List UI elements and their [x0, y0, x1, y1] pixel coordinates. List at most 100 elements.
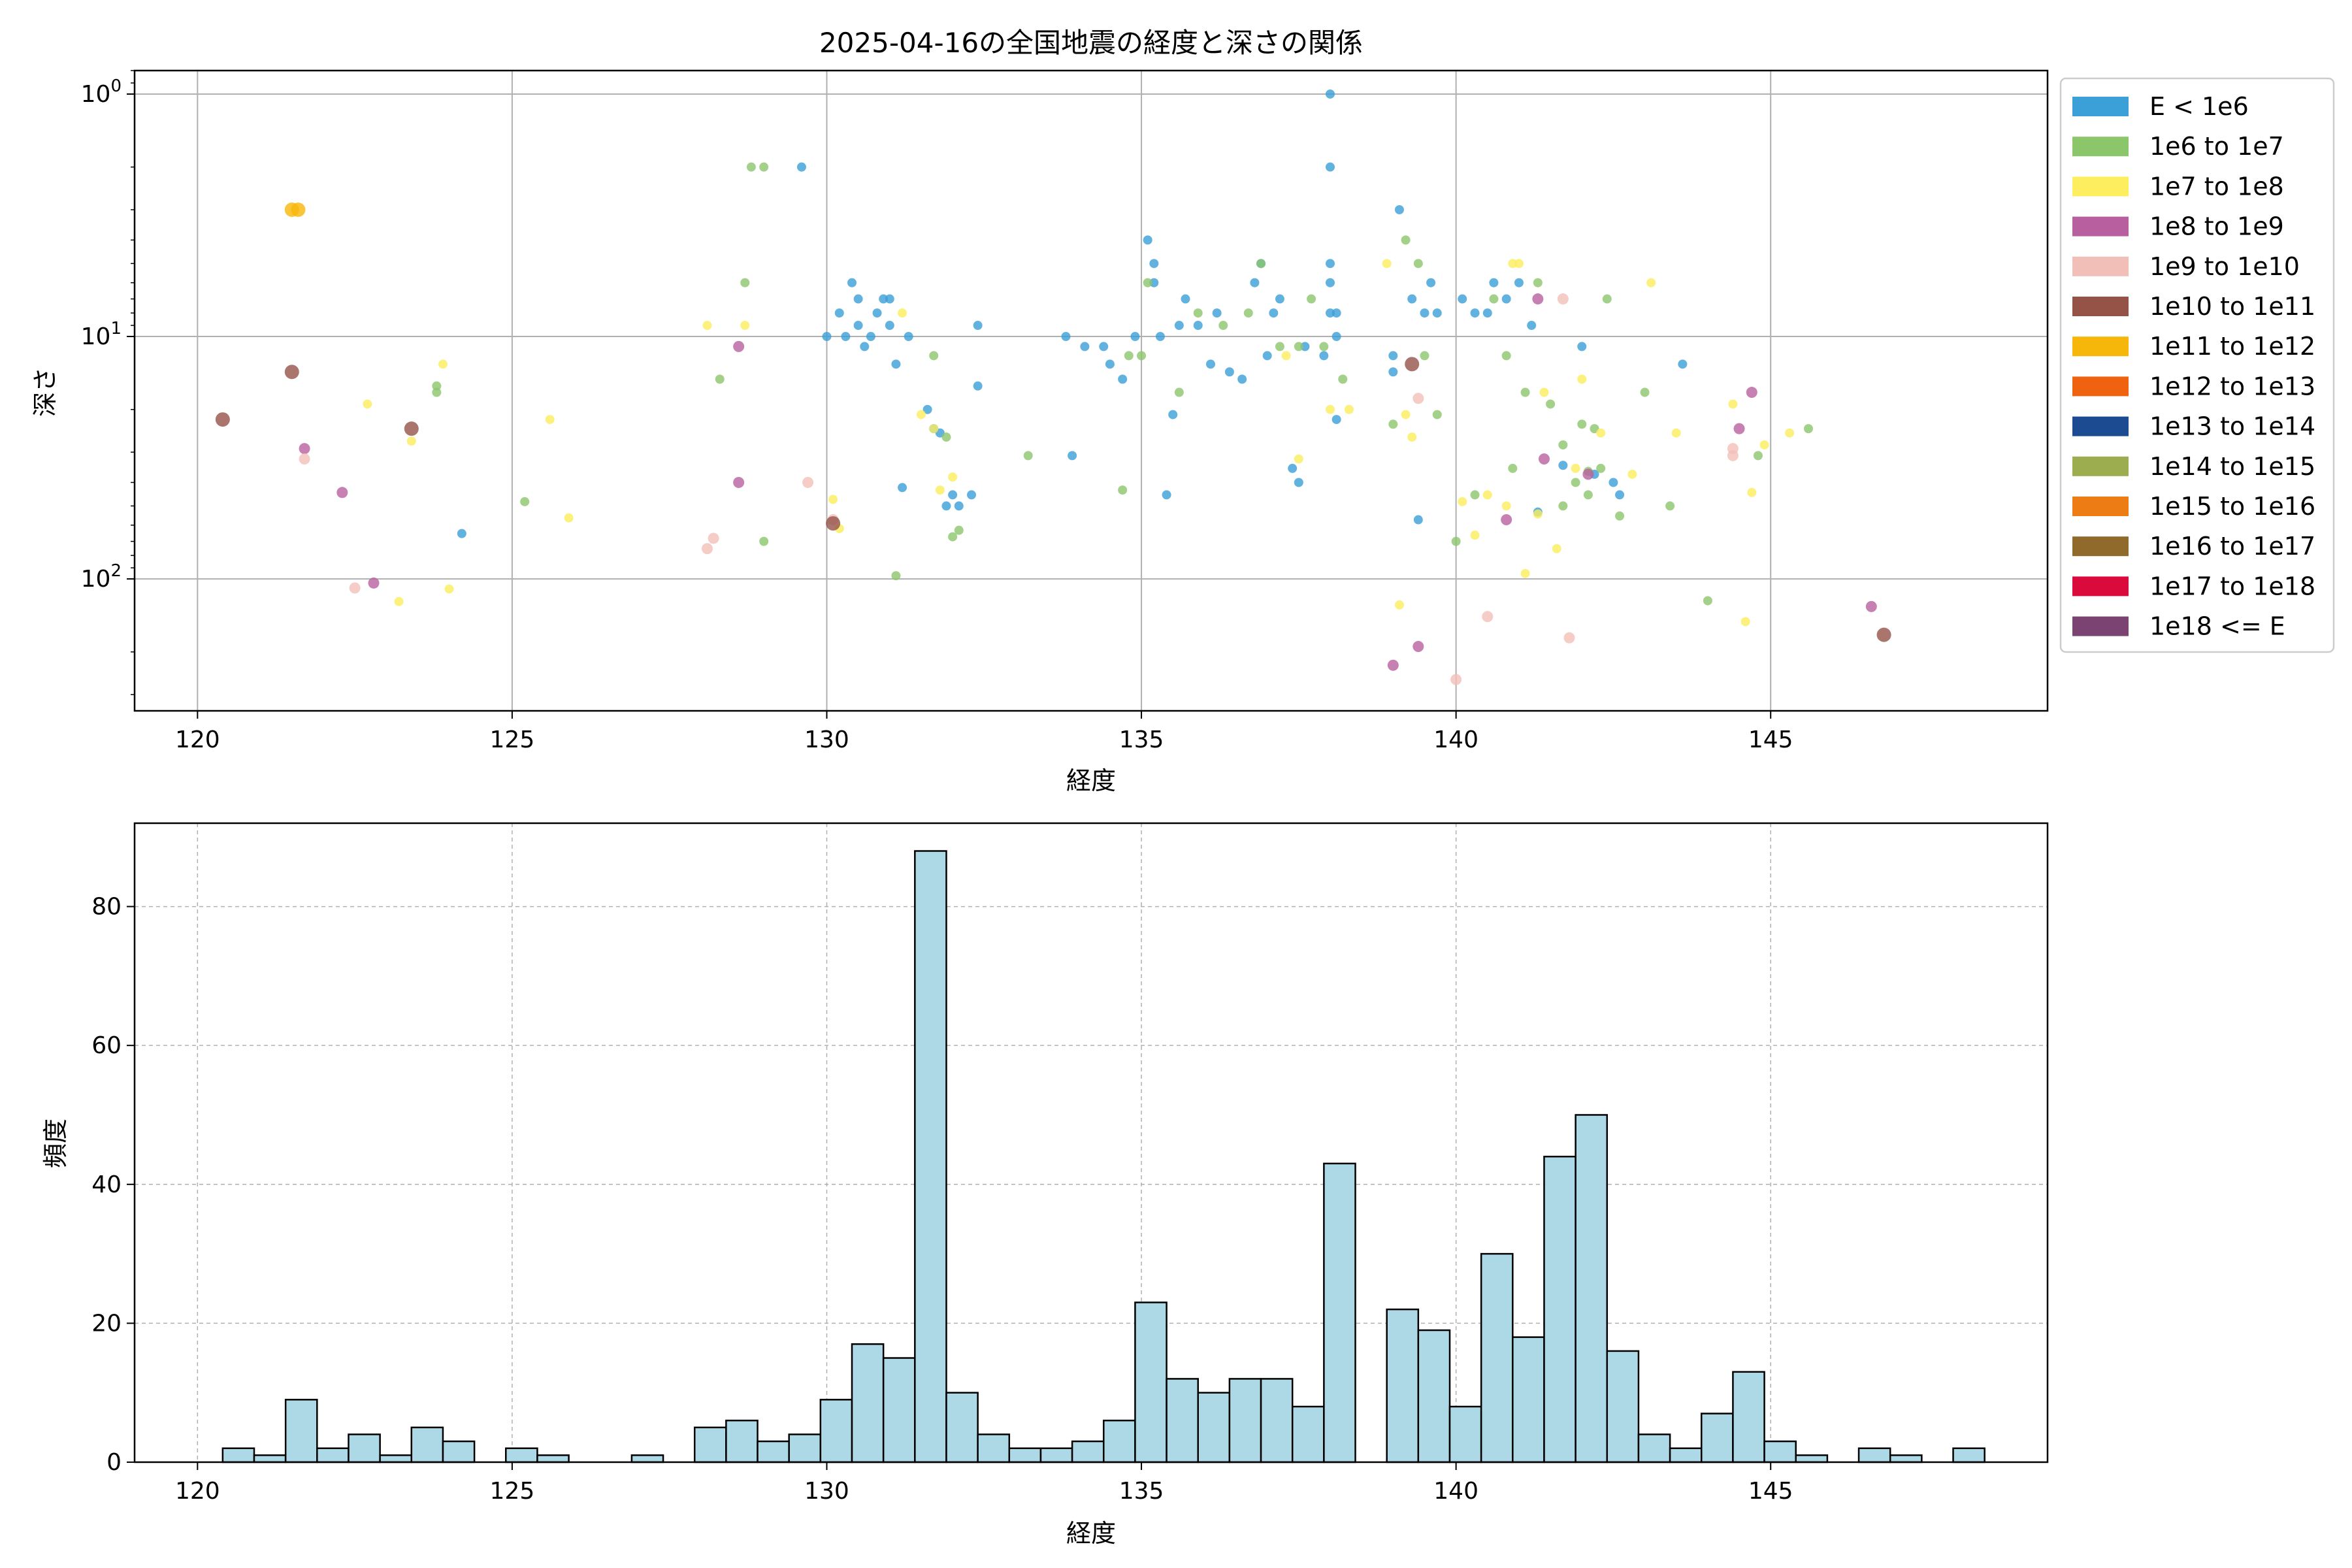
histogram-bar: [882, 1357, 916, 1463]
scatter-point: [1865, 600, 1877, 612]
scatter-point: [1326, 404, 1335, 414]
scatter-point: [1294, 342, 1303, 351]
scatter-point: [1193, 308, 1203, 318]
scatter-point: [1470, 531, 1480, 540]
scatter-point: [802, 476, 814, 488]
scatter-point: [1582, 468, 1594, 480]
histogram-bar: [788, 1433, 822, 1463]
scatter-point: [1212, 308, 1222, 318]
scatter-grid: [135, 71, 2048, 711]
scatter-point: [740, 321, 750, 331]
scatter-point: [1552, 544, 1561, 553]
scatter-point: [1168, 410, 1178, 419]
histogram-bar: [1008, 1447, 1042, 1463]
scatter-point: [1326, 308, 1335, 318]
histogram-bar: [348, 1433, 381, 1463]
histogram-bars: [221, 850, 1985, 1463]
histogram-y-tick-label: 80: [91, 894, 122, 921]
scatter-point: [941, 501, 951, 511]
scatter-point: [834, 308, 844, 318]
scatter-point: [457, 529, 466, 538]
scatter-point: [1344, 404, 1354, 414]
scatter-x-tick-label: 135: [1119, 727, 1164, 753]
scatter-points: [215, 89, 1891, 685]
histogram-bar: [1889, 1454, 1923, 1463]
legend: E < 1e6 1e6 to 1e7 1e7 to 1e8 1e8 to 1e9 1e9…: [2059, 77, 2335, 653]
scatter-point: [885, 321, 894, 331]
scatter-point: [1420, 308, 1429, 318]
scatter-point: [1583, 490, 1593, 500]
scatter-point: [1281, 351, 1291, 361]
scatter-point: [1174, 387, 1184, 397]
scatter-point: [1520, 387, 1530, 397]
scatter-point: [1533, 509, 1543, 519]
scatter-point: [1224, 367, 1234, 377]
scatter-point: [1388, 367, 1398, 377]
scatter-point: [1615, 490, 1625, 500]
scatter-point: [1080, 342, 1090, 351]
scatter-point: [215, 412, 230, 427]
histogram-bar: [1795, 1454, 1829, 1463]
scatter-point: [1482, 308, 1492, 318]
scatter-point: [1149, 278, 1159, 287]
histogram-x-tick-label: 125: [490, 1478, 535, 1505]
histogram-bar: [851, 1343, 885, 1463]
scatter-point: [1394, 600, 1404, 610]
scatter-point: [1420, 351, 1429, 361]
scatter-point: [1450, 674, 1462, 685]
scatter-point: [1401, 410, 1411, 419]
scatter-point: [1143, 278, 1152, 287]
scatter-point: [1275, 342, 1284, 351]
scatter-point: [1269, 308, 1279, 318]
scatter-point: [1740, 617, 1750, 627]
scatter-x-ticks: 120 125 130 135 140 145: [175, 711, 1793, 753]
histogram-bar: [1575, 1114, 1609, 1463]
legend-swatch: [2072, 336, 2129, 357]
histogram-x-ticks: 120 125 130 135 140 145: [175, 1462, 1793, 1505]
scatter-point: [1137, 351, 1147, 361]
scatter-point: [973, 381, 983, 391]
scatter-point: [1288, 463, 1298, 473]
scatter-point: [1326, 162, 1335, 172]
histogram-bar: [1732, 1371, 1765, 1463]
scatter-point: [1527, 321, 1537, 331]
scatter-point: [973, 321, 983, 331]
histogram-y-tick-label: 0: [106, 1449, 122, 1476]
histogram-bar: [977, 1433, 1011, 1463]
scatter-point: [1546, 399, 1556, 409]
scatter-point: [702, 321, 712, 331]
histogram-bar: [253, 1454, 287, 1463]
scatter-point: [1514, 278, 1524, 287]
legend-entry-label: 1e10 to 1e11: [2149, 292, 2315, 321]
scatter-point: [1294, 454, 1303, 464]
scatter-point: [406, 436, 416, 446]
legend-swatch: [2072, 616, 2129, 636]
scatter-point: [1382, 259, 1392, 269]
scatter-point: [1099, 342, 1109, 351]
histogram-bar: [1228, 1378, 1262, 1463]
scatter-point: [1250, 278, 1260, 287]
histogram-bar: [536, 1454, 570, 1463]
histogram-bar: [1071, 1440, 1105, 1463]
histogram-x-tick-label: 120: [175, 1478, 220, 1505]
histogram-bar: [1103, 1419, 1136, 1463]
scatter-point: [1571, 478, 1580, 487]
scatter-point: [1727, 449, 1739, 461]
legend-entry-label: 1e16 to 1e17: [2149, 532, 2315, 561]
histogram-bar: [316, 1447, 350, 1463]
scatter-point: [1155, 332, 1165, 342]
histogram-x-tick-label: 145: [1748, 1478, 1793, 1505]
scatter-point: [1470, 490, 1480, 500]
scatter-point: [1300, 342, 1310, 351]
legend-entry-label: 1e17 to 1e18: [2149, 572, 2315, 600]
scatter-point: [1262, 351, 1272, 361]
scatter-point: [891, 571, 901, 581]
scatter-point: [1703, 596, 1712, 606]
scatter-point: [1596, 428, 1606, 438]
legend-swatch: [2072, 497, 2129, 516]
scatter-point: [1571, 463, 1580, 473]
scatter-point: [1602, 294, 1612, 304]
histogram-bar: [725, 1419, 759, 1463]
scatter-point: [1596, 463, 1606, 473]
histogram-x-tick-label: 140: [1433, 1478, 1478, 1505]
